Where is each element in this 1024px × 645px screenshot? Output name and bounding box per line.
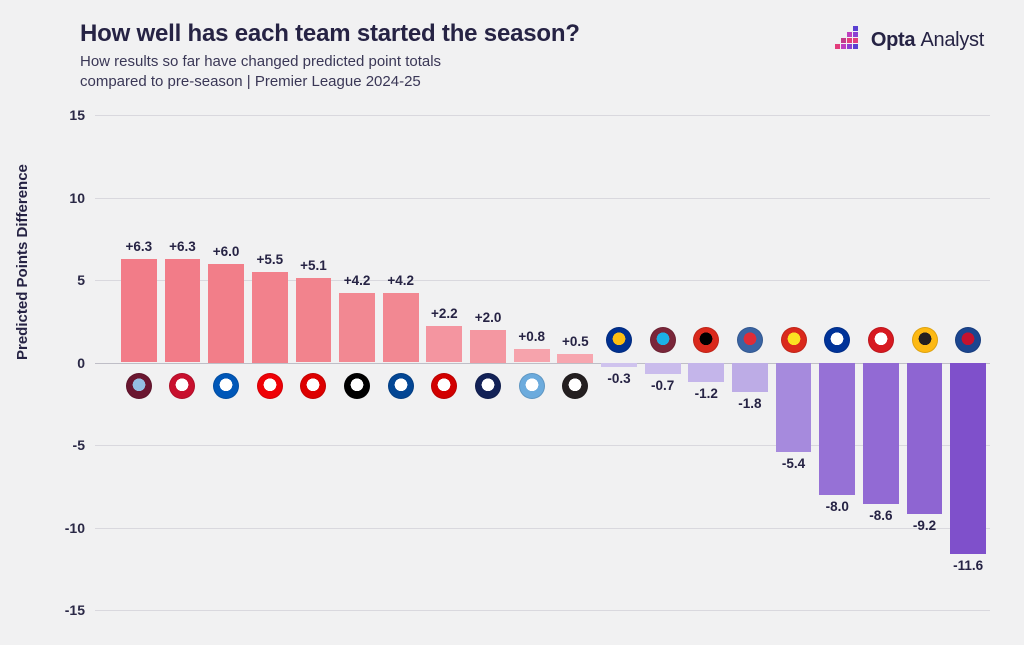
bar: +5.5 xyxy=(252,115,288,610)
bar-chart: -15-10-5051015+6.3+6.3+6.0+5.5+5.1+4.2+4… xyxy=(95,115,990,610)
team-crest-icon xyxy=(606,327,632,353)
subtitle-line-2: compared to pre-season | Premier League … xyxy=(80,73,421,90)
team-crest-icon xyxy=(475,373,501,399)
bar-rect xyxy=(776,363,812,452)
bar: +5.1 xyxy=(296,115,332,610)
team-crest-icon xyxy=(781,327,807,353)
bar-rect xyxy=(208,264,244,363)
opta-logo-icon xyxy=(833,26,863,54)
bar-rect xyxy=(601,363,637,368)
value-label: +0.5 xyxy=(547,334,603,349)
team-crest-icon xyxy=(562,373,588,399)
chart-subtitle: How results so far have changed predicte… xyxy=(80,52,600,93)
grid-line xyxy=(95,610,990,611)
team-crest-icon xyxy=(912,327,938,353)
bar-rect xyxy=(819,363,855,495)
bar-rect xyxy=(907,363,943,515)
bar-rect xyxy=(121,259,157,363)
bar: -0.7 xyxy=(645,115,681,610)
value-label: -9.2 xyxy=(897,518,953,533)
bar: +0.5 xyxy=(557,115,593,610)
value-label: -5.4 xyxy=(766,456,822,471)
value-label: -1.8 xyxy=(722,396,778,411)
logo-brand-strong: Opta xyxy=(871,29,915,51)
bar: -8.0 xyxy=(819,115,855,610)
y-tick-label: -10 xyxy=(53,520,85,536)
value-label: +4.2 xyxy=(373,273,429,288)
bar: -0.3 xyxy=(601,115,637,610)
bar-rect xyxy=(557,354,593,362)
team-crest-icon xyxy=(213,373,239,399)
bar-rect xyxy=(688,363,724,383)
bar: -8.6 xyxy=(863,115,899,610)
bar-rect xyxy=(165,259,201,363)
team-crest-icon xyxy=(868,327,894,353)
team-crest-icon xyxy=(519,373,545,399)
bar: +6.3 xyxy=(121,115,157,610)
y-tick-label: -15 xyxy=(53,602,85,618)
y-tick-label: 0 xyxy=(53,355,85,371)
team-crest-icon xyxy=(824,327,850,353)
bar-rect xyxy=(426,326,462,362)
team-crest-icon xyxy=(650,327,676,353)
bar-rect xyxy=(470,330,506,363)
bar-rect xyxy=(863,363,899,505)
bar: +0.8 xyxy=(514,115,550,610)
team-crest-icon xyxy=(344,373,370,399)
value-label: -11.6 xyxy=(940,558,996,573)
bar-rect xyxy=(950,363,986,554)
bar: +4.2 xyxy=(383,115,419,610)
team-crest-icon xyxy=(300,373,326,399)
bar-rect xyxy=(645,363,681,375)
bar-rect xyxy=(732,363,768,393)
bar-rect xyxy=(296,278,332,362)
team-crest-icon xyxy=(693,327,719,353)
y-tick-label: 15 xyxy=(53,107,85,123)
y-tick-label: 10 xyxy=(53,190,85,206)
bar: +2.2 xyxy=(426,115,462,610)
team-crest-icon xyxy=(126,373,152,399)
value-label: +5.1 xyxy=(286,258,342,273)
team-crest-icon xyxy=(388,373,414,399)
team-crest-icon xyxy=(257,373,283,399)
bar: -9.2 xyxy=(907,115,943,610)
bar: +4.2 xyxy=(339,115,375,610)
bar-rect xyxy=(514,349,550,362)
bar: -1.8 xyxy=(732,115,768,610)
bar: -5.4 xyxy=(776,115,812,610)
bar: -1.2 xyxy=(688,115,724,610)
bars-area: +6.3+6.3+6.0+5.5+5.1+4.2+4.2+2.2+2.0+0.8… xyxy=(117,115,990,610)
y-tick-label: 5 xyxy=(53,272,85,288)
bar: -11.6 xyxy=(950,115,986,610)
y-tick-label: -5 xyxy=(53,437,85,453)
value-label: +2.0 xyxy=(460,310,516,325)
logo-brand-light: Analyst xyxy=(921,29,985,51)
opta-logo-text: Opta Analyst xyxy=(871,29,984,52)
bar-rect xyxy=(252,272,288,363)
team-crest-icon xyxy=(431,373,457,399)
subtitle-line-1: How results so far have changed predicte… xyxy=(80,53,441,70)
bar-rect xyxy=(339,293,375,362)
team-crest-icon xyxy=(955,327,981,353)
y-axis-label: Predicted Points Difference xyxy=(14,164,31,360)
team-crest-icon xyxy=(169,373,195,399)
bar: +6.3 xyxy=(165,115,201,610)
bar-rect xyxy=(383,293,419,362)
bar: +2.0 xyxy=(470,115,506,610)
page: How well has each team started the seaso… xyxy=(0,0,1024,645)
opta-analyst-logo: Opta Analyst xyxy=(833,26,984,54)
team-crest-icon xyxy=(737,327,763,353)
bar: +6.0 xyxy=(208,115,244,610)
